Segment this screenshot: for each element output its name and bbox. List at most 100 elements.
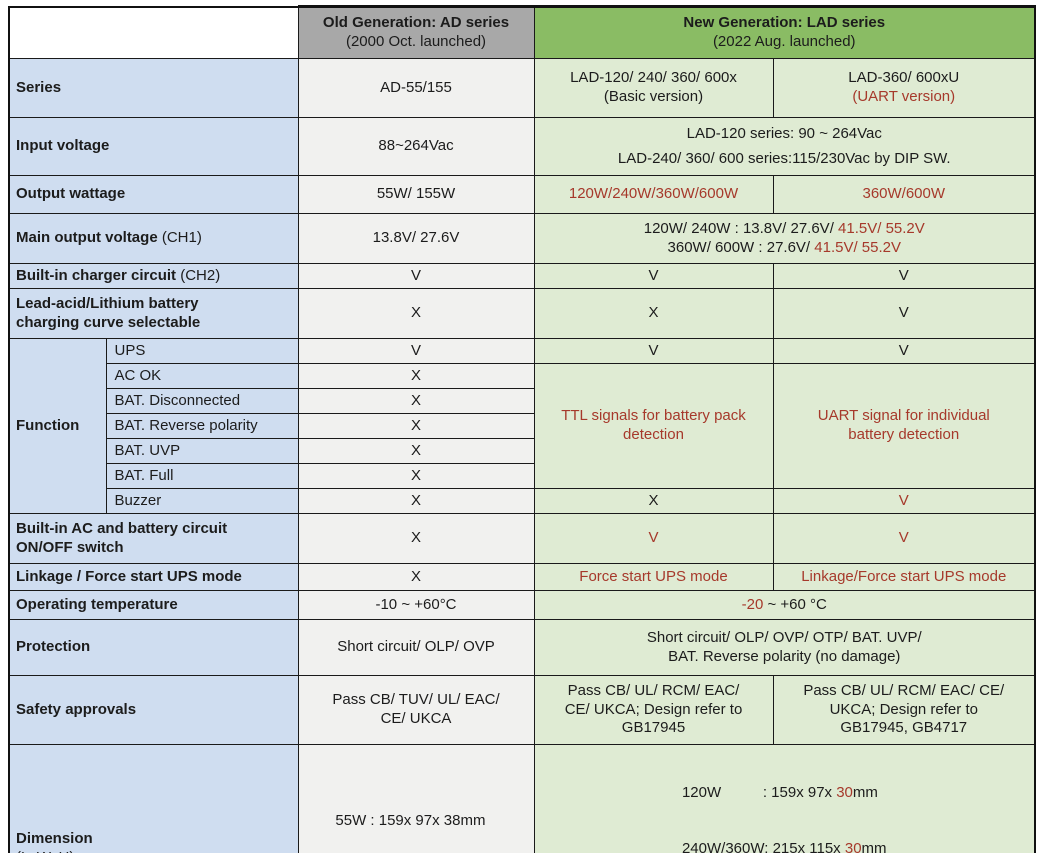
series-row: Series AD-55/155 LAD-120/ 240/ 360/ 600x… — [8, 58, 1036, 118]
linkage-label: Linkage / Force start UPS mode — [8, 563, 299, 591]
protection-old-value: Short circuit/ OLP/ OVP — [297, 619, 535, 676]
output-wattage-old-value: 55W/ 155W — [297, 175, 535, 214]
safety-uart-line3: GB17945, GB4717 — [840, 719, 968, 737]
safety-old-line2: CE/ UKCA — [380, 710, 452, 727]
output-wattage-uart-value: 360W/600W — [772, 175, 1036, 214]
input-voltage-row: Input voltage 88~264Vac LAD-120 series: … — [8, 117, 1036, 176]
dimension-label: Dimension (LxWxH) — [8, 743, 299, 853]
text-segment: mm — [852, 783, 878, 801]
input-voltage-new-line1: LAD-120 series: 90 ~ 264Vac — [686, 124, 882, 142]
text-segment: 120W : 159x 97x — [681, 783, 837, 801]
function-ups-label: UPS — [105, 338, 299, 364]
linkage-basic-value: Force start UPS mode — [533, 563, 774, 591]
safety-basic-line1: Pass CB/ UL/ RCM/ EAC/ — [567, 681, 740, 699]
protection-label: Protection — [8, 619, 299, 676]
operating-temperature-row: Operating temperature -10 ~ +60°C -20 ~ … — [8, 590, 1036, 620]
dimension-old-line1: 55W : 159x 97x 38mm — [335, 811, 486, 829]
safety-old-line1: Pass CB/ TUV/ UL/ EAC/ — [332, 691, 500, 709]
main-output-voltage-new-value: 120W/ 240W : 13.8V/ 27.6V/ 41.5V/ 55.2V … — [533, 213, 1036, 264]
safety-approvals-label: Safety approvals — [8, 675, 299, 745]
function-ups-basic-value: V — [533, 338, 774, 364]
function-buzzer-row: Buzzer X X V — [9, 488, 1036, 514]
function-uart-merged-line2: battery detection — [848, 426, 960, 443]
text-segment: ~ +60 °C — [763, 595, 827, 613]
ac-switch-basic-value: V — [533, 513, 774, 564]
safety-basic-line3: GB17945 — [621, 719, 686, 737]
main-output-voltage-row: Main output voltage (CH1) 13.8V/ 27.6V 1… — [8, 213, 1036, 264]
old-generation-title: Old Generation: AD series — [322, 14, 510, 32]
ac-switch-label: Built-in AC and battery circuit ON/OFF s… — [8, 513, 299, 564]
text-segment: 360W/ 600W : 27.6V/ — [667, 238, 815, 256]
series-uart-line1: LAD-360/ 600xU — [848, 69, 960, 87]
function-bat-reverse-old-value: X — [297, 413, 535, 439]
dimension-new-block: 120W : 159x 97x 30mm 240W/360W: 215x 115… — [682, 746, 887, 853]
text-segment: (CH1) — [161, 229, 202, 247]
protection-row: Protection Short circuit/ OLP/ OVP Short… — [8, 619, 1036, 676]
text-segment: Built-in charger circuit — [16, 266, 181, 284]
function-bat-full-label: BAT. Full — [105, 463, 299, 489]
input-voltage-label: Input voltage — [8, 117, 299, 176]
text-segment: mm — [861, 839, 887, 853]
input-voltage-new-value: LAD-120 series: 90 ~ 264Vac LAD-240/ 360… — [533, 117, 1036, 176]
dimension-label-line1: Dimension — [16, 830, 93, 848]
battery-curve-label-line1: Lead-acid/Lithium battery — [16, 294, 199, 312]
dimension-new-value: 120W : 159x 97x 30mm 240W/360W: 215x 115… — [533, 743, 1036, 853]
function-ups-old-value: V — [297, 338, 535, 364]
function-bat-uvp-old-value: X — [297, 438, 535, 464]
function-ac-ok-label: AC OK — [105, 363, 299, 389]
output-wattage-label: Output wattage — [8, 175, 299, 214]
ac-switch-uart-value: V — [772, 513, 1036, 564]
function-bat-uvp-row: BAT. UVP X — [9, 438, 1035, 464]
function-basic-merged-line1: TTL signals for battery pack — [561, 407, 746, 425]
battery-curve-uart-value: V — [772, 288, 1036, 339]
input-voltage-new-line2: LAD-240/ 360/ 600 series:115/230Vac by D… — [617, 149, 951, 167]
charger-circuit-row: Built-in charger circuit (CH2) V V V — [8, 263, 1036, 289]
function-group-label: Function — [8, 338, 107, 514]
function-ac-ok-old-value: X — [297, 363, 535, 389]
text-segment: 240W/360W: 215x 115x — [681, 839, 845, 853]
safety-approvals-old-value: Pass CB/ TUV/ UL/ EAC/ CE/ UKCA — [297, 675, 535, 745]
safety-approvals-row: Safety approvals Pass CB/ TUV/ UL/ EAC/ … — [8, 675, 1036, 745]
operating-temperature-new-value: -20 ~ +60 °C — [533, 590, 1036, 620]
series-basic-value: LAD-120/ 240/ 360/ 600x (Basic version) — [533, 58, 774, 118]
output-wattage-row: Output wattage 55W/ 155W 120W/240W/360W/… — [8, 175, 1036, 214]
safety-uart-line2: UKCA; Design refer to — [829, 700, 978, 718]
series-label: Series — [8, 58, 299, 118]
output-wattage-basic-value: 120W/240W/360W/600W — [533, 175, 774, 214]
linkage-old-value: X — [297, 563, 535, 591]
charger-circuit-uart-value: V — [772, 263, 1036, 289]
ac-switch-old-value: X — [297, 513, 535, 564]
function-ac-ok-row: AC OK X TTL signals for battery pack det… — [9, 363, 1036, 489]
charger-circuit-basic-value: V — [533, 263, 774, 289]
dimension-new-line2: 240W/360W: 215x 115x 30mm — [682, 840, 887, 853]
text-segment: -20 — [741, 595, 764, 613]
function-bat-disconnected-old-value: X — [297, 388, 535, 414]
charger-circuit-old-value: V — [297, 263, 535, 289]
function-ups-row: Function UPS V V V — [8, 338, 1036, 514]
ac-switch-label-line1: Built-in AC and battery circuit — [16, 519, 228, 537]
function-buzzer-basic-value: X — [533, 488, 774, 514]
function-bat-full-row: BAT. Full X — [9, 463, 1035, 489]
text-segment: 120W/ 240W : 13.8V/ 27.6V/ — [643, 219, 839, 237]
protection-new-line2: BAT. Reverse polarity (no damage) — [668, 647, 901, 665]
text-segment: Main output voltage — [16, 229, 162, 247]
function-buzzer-uart-value: V — [772, 488, 1036, 514]
text-segment: 30 — [844, 839, 862, 853]
function-bat-reverse-label: BAT. Reverse polarity — [105, 413, 299, 439]
ac-switch-row: Built-in AC and battery circuit ON/OFF s… — [8, 513, 1036, 564]
battery-curve-label-line2: charging curve selectable — [16, 313, 201, 331]
function-bat-disconnected-row: BAT. Disconnected X — [9, 388, 1035, 414]
safety-uart-line1: Pass CB/ UL/ RCM/ EAC/ CE/ — [803, 681, 1005, 699]
new-generation-title: New Generation: LAD series — [683, 14, 886, 32]
main-output-voltage-old-value: 13.8V/ 27.6V — [297, 213, 535, 264]
linkage-row: Linkage / Force start UPS mode X Force s… — [8, 563, 1036, 591]
old-generation-header: Old Generation: AD series (2000 Oct. lau… — [297, 5, 535, 59]
main-output-voltage-new-line1: 120W/ 240W : 13.8V/ 27.6V/ 41.5V/ 55.2V — [537, 220, 1033, 239]
safety-approvals-uart-value: Pass CB/ UL/ RCM/ EAC/ CE/ UKCA; Design … — [772, 675, 1036, 745]
main-output-voltage-label: Main output voltage (CH1) — [8, 213, 299, 264]
main-output-voltage-new-line2: 360W/ 600W : 27.6V/ 41.5V/ 55.2V — [537, 239, 1033, 258]
charger-circuit-label: Built-in charger circuit (CH2) — [8, 263, 299, 289]
function-bat-disconnected-label: BAT. Disconnected — [105, 388, 299, 414]
function-buzzer-label: Buzzer — [105, 488, 299, 514]
dimension-row: Dimension (LxWxH) 55W : 159x 97x 38mm 15… — [8, 743, 1036, 853]
